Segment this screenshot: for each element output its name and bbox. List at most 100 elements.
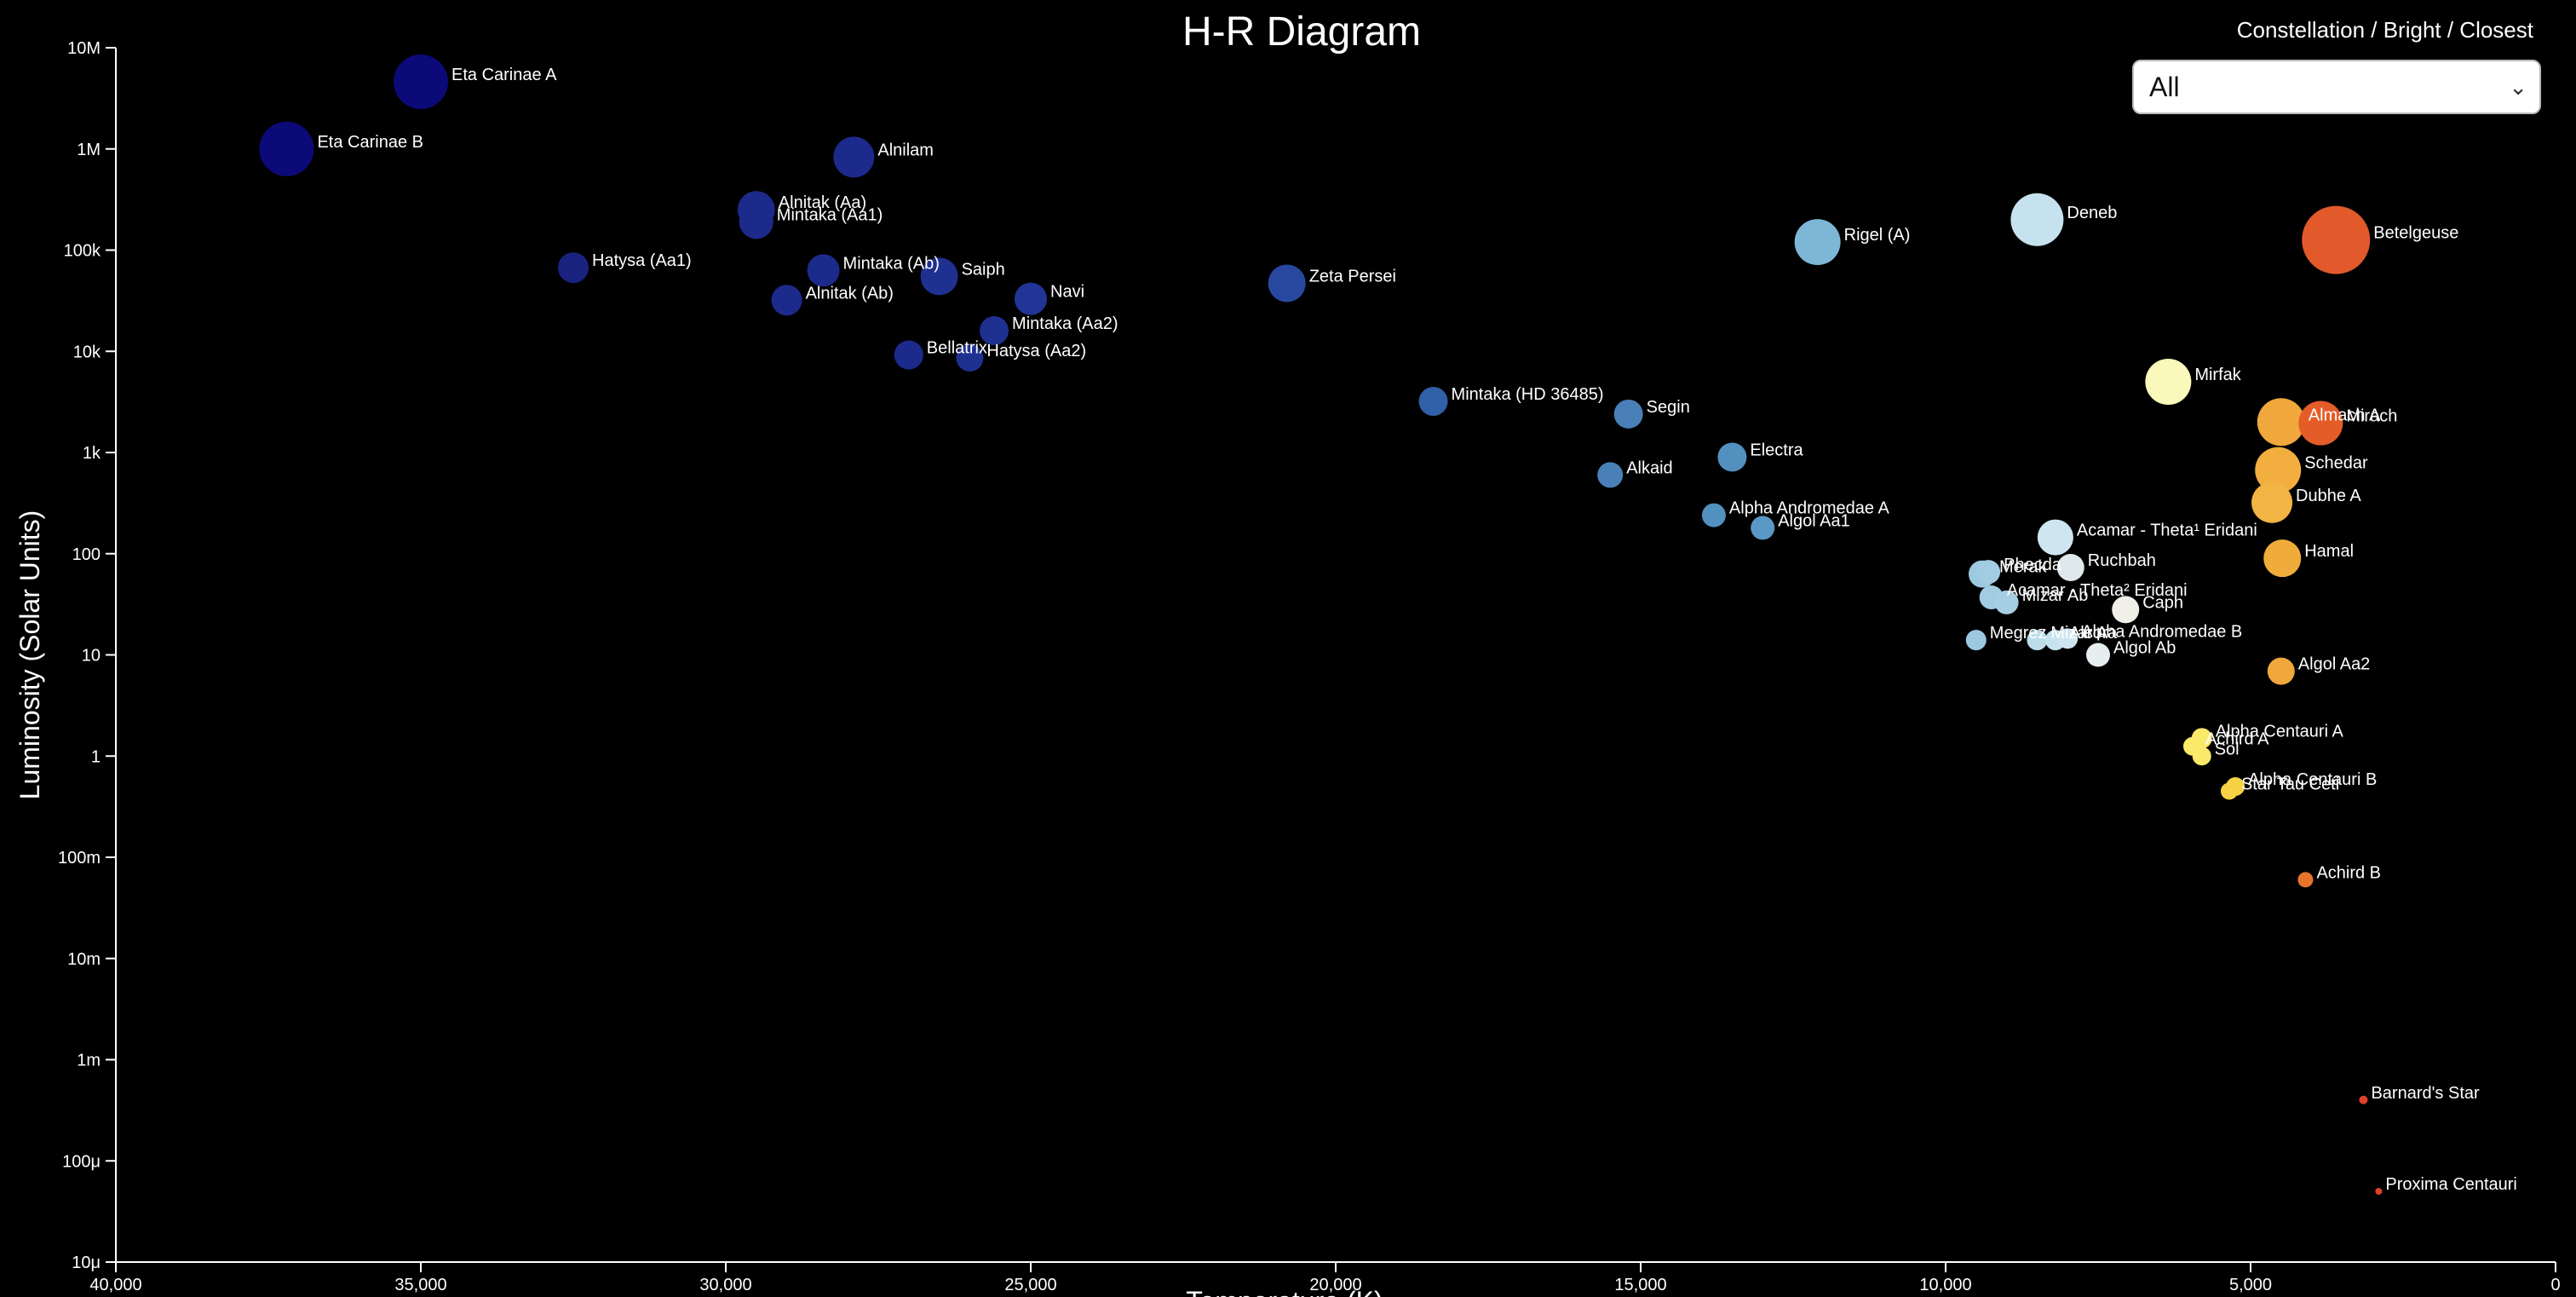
star-label: Mintaka (Ab) — [843, 254, 940, 273]
y-axis-label: Luminosity (Solar Units) — [14, 510, 45, 800]
star-point — [920, 257, 958, 296]
star-point — [2302, 205, 2371, 274]
star-point — [2056, 553, 2084, 581]
star-label: Mizar Aa — [2050, 624, 2118, 643]
star-point — [2257, 398, 2305, 447]
star-point — [558, 252, 589, 284]
star-label: Bellatrix — [927, 339, 987, 358]
star-label: Eta Carinae A — [451, 66, 557, 84]
star-label: Acamar - Theta¹ Eridani — [2077, 522, 2257, 540]
star-point — [2359, 1095, 2368, 1104]
star-label: Merak — [1999, 558, 2048, 577]
star-label: Saiph — [962, 260, 1005, 279]
y-tick-label: 10M — [67, 39, 101, 58]
star-label: Alnitak (Aa) — [779, 193, 866, 212]
star-label: Alpha Centauri B — [2248, 770, 2377, 789]
star-label: Hatysa (Aa2) — [986, 342, 1086, 360]
x-tick-label: 10,000 — [1919, 1276, 1971, 1294]
y-tick-label: 1m — [77, 1052, 101, 1070]
star-label: Star Tau Ceti — [2241, 775, 2339, 793]
y-tick-label: 100 — [72, 545, 101, 564]
star-label: Barnard's Star — [2371, 1084, 2480, 1103]
star-label: Segin — [1647, 398, 1690, 417]
star-point — [1717, 442, 1747, 472]
star-point — [2298, 401, 2343, 446]
x-tick-label: 30,000 — [699, 1276, 751, 1294]
constellation-filter-select[interactable]: All ⌄ — [2132, 60, 2541, 114]
star-point — [2220, 782, 2238, 800]
y-tick-label: 100k — [64, 242, 101, 261]
star-point — [833, 136, 875, 178]
star-point — [1965, 630, 1987, 651]
star-label: Mirfak — [2194, 366, 2241, 384]
star-label: Zeta Persei — [1309, 267, 1396, 285]
star-point — [2086, 643, 2110, 667]
star-point — [2267, 657, 2295, 685]
star-label: Alcor — [2069, 624, 2108, 643]
star-point — [1751, 516, 1775, 540]
star-label: Algol Ab — [2113, 639, 2176, 658]
y-tick-label: 10μ — [72, 1254, 101, 1272]
data-points: Eta Carinae A Eta Carinae B Alnilam Alnitak… — [259, 55, 2517, 1195]
star-point — [2375, 1187, 2383, 1195]
x-tick-label: 25,000 — [1004, 1276, 1056, 1294]
star-label: Mirach — [2346, 407, 2397, 426]
star-point — [2263, 539, 2302, 578]
star-point — [1418, 387, 1448, 417]
star-point — [2297, 872, 2314, 888]
y-tick-label: 1 — [91, 747, 101, 766]
star-label: Hamal — [2304, 542, 2354, 561]
star-point — [1994, 590, 2019, 614]
star-point — [1268, 264, 1306, 303]
star-point — [2192, 746, 2211, 766]
star-label: Proxima Centauri — [2385, 1175, 2517, 1194]
star-label: Schedar — [2304, 454, 2368, 473]
star-point — [807, 254, 840, 287]
star-label: Algol Aa1 — [1778, 511, 1850, 530]
star-point — [1015, 282, 1047, 315]
star-label: Almach A — [2309, 406, 2381, 424]
star-label: Phecda — [2004, 556, 2062, 574]
star-label: Electra — [1750, 441, 1803, 459]
star-label: Ruchbah — [2088, 551, 2156, 570]
y-tick-label: 10m — [67, 950, 101, 969]
x-axis-label: Temperature (K) — [1186, 1286, 1383, 1297]
y-tick-label: 100m — [58, 849, 101, 868]
star-label: Achird B — [2316, 863, 2381, 882]
star-point — [1794, 219, 1841, 266]
star-label: Deneb — [2067, 204, 2117, 222]
x-tick-label: 15,000 — [1614, 1276, 1666, 1294]
star-label: Caph — [2142, 593, 2183, 612]
star-label: Hatysa (Aa1) — [592, 251, 692, 270]
star-label: Mintaka (HD 36485) — [1452, 385, 1604, 404]
star-label: Rigel (A) — [1844, 226, 1911, 245]
star-label: Dubhe A — [2296, 487, 2361, 505]
y-tick-label: 10 — [82, 647, 101, 666]
star-point — [2255, 447, 2302, 493]
star-label: Acamar - Theta² Eridani — [2007, 581, 2188, 600]
star-point — [2112, 596, 2140, 624]
star-label: Alnilam — [877, 141, 934, 159]
x-tick-label: 35,000 — [394, 1276, 446, 1294]
star-point — [1613, 399, 1643, 429]
filter-label: Constellation / Bright / Closest — [2236, 17, 2533, 43]
star-point — [739, 205, 773, 239]
star-point — [1701, 503, 1726, 527]
x-tick-label: 0 — [2550, 1276, 2560, 1294]
star-label: Alpha Andromedae A — [1729, 499, 1890, 518]
star-label: Algol Aa2 — [2298, 655, 2371, 674]
filter-selected-value: All — [2149, 72, 2180, 102]
star-point — [394, 55, 448, 110]
star-point — [2145, 358, 2192, 405]
y-tick-label: 10k — [73, 343, 101, 361]
x-tick-label: 20,000 — [1309, 1276, 1361, 1294]
star-point — [1597, 462, 1624, 488]
star-label: Navi — [1050, 283, 1084, 302]
star-label: Megrez — [1990, 624, 2047, 643]
star-point — [2027, 630, 2048, 651]
star-point — [2057, 628, 2079, 649]
chevron-down-icon: ⌄ — [2509, 74, 2527, 100]
chart-title: H-R Diagram — [1182, 9, 1422, 55]
star-point — [771, 285, 802, 316]
